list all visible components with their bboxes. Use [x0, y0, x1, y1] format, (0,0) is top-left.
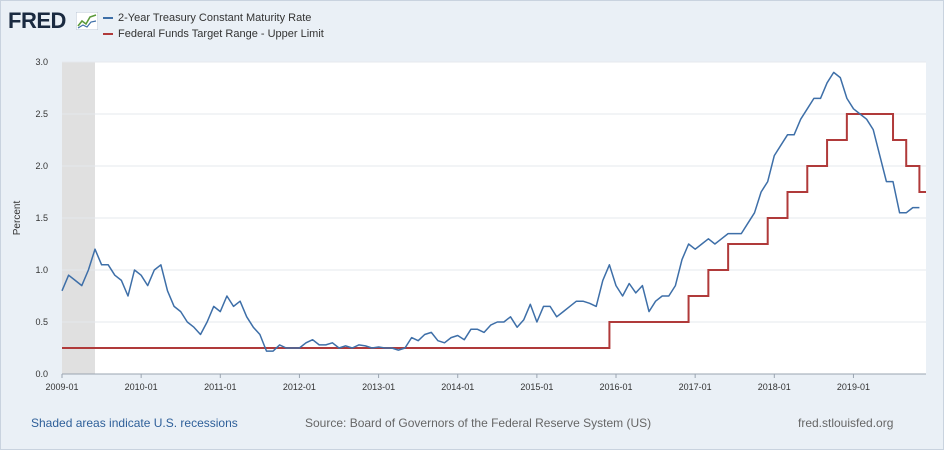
- fred-logo[interactable]: FRED: [8, 8, 66, 33]
- legend-swatch-two-year: [103, 17, 113, 19]
- line-chart[interactable]: 0.0 0.5 1.0 1.5 2.0 2.5 3.0 2009-01 2010-01 2011-…: [0, 0, 944, 410]
- x-tick-label: 2018-01: [758, 382, 791, 392]
- y-tick-label: 1.5: [35, 213, 48, 223]
- x-tick-label: 2010-01: [125, 382, 158, 392]
- series-line-two-year: [61, 71, 920, 352]
- y-tick-label: 0.0: [35, 369, 48, 379]
- y-axis-label: Percent: [12, 201, 23, 236]
- x-tick-label: 2014-01: [441, 382, 474, 392]
- x-tick-label: 2015-01: [520, 382, 553, 392]
- recession-note: Shaded areas indicate U.S. recessions: [31, 416, 238, 430]
- x-tick-label: 2016-01: [599, 382, 632, 392]
- y-tick-label: 3.0: [35, 57, 48, 67]
- legend-swatch-fed-funds: [103, 33, 113, 35]
- x-tick-label: 2009-01: [45, 382, 78, 392]
- x-tick-label: 2013-01: [362, 382, 395, 392]
- x-tick-label: 2017-01: [679, 382, 712, 392]
- x-tick-label: 2011-01: [204, 382, 236, 392]
- website-link[interactable]: fred.stlouisfed.org: [798, 416, 894, 430]
- x-tick-label: 2012-01: [283, 382, 316, 392]
- legend-item-two-year[interactable]: 2-Year Treasury Constant Maturity Rate: [103, 10, 324, 26]
- y-tick-label: 2.0: [35, 161, 48, 171]
- chart-legend: 2-Year Treasury Constant Maturity Rate F…: [103, 10, 324, 42]
- series-line-fed-funds: [62, 113, 926, 349]
- y-tick-label: 1.0: [35, 265, 48, 275]
- source-note: Source: Board of Governors of the Federa…: [305, 416, 652, 430]
- fred-logo-chart-icon: [76, 12, 98, 30]
- legend-label-two-year: 2-Year Treasury Constant Maturity Rate: [118, 12, 312, 24]
- y-tick-label: 2.5: [35, 109, 48, 119]
- y-tick-label: 0.5: [35, 317, 48, 327]
- legend-label-fed-funds: Federal Funds Target Range - Upper Limit: [118, 28, 324, 40]
- legend-item-fed-funds[interactable]: Federal Funds Target Range - Upper Limit: [103, 26, 324, 42]
- x-tick-label: 2019-01: [837, 382, 870, 392]
